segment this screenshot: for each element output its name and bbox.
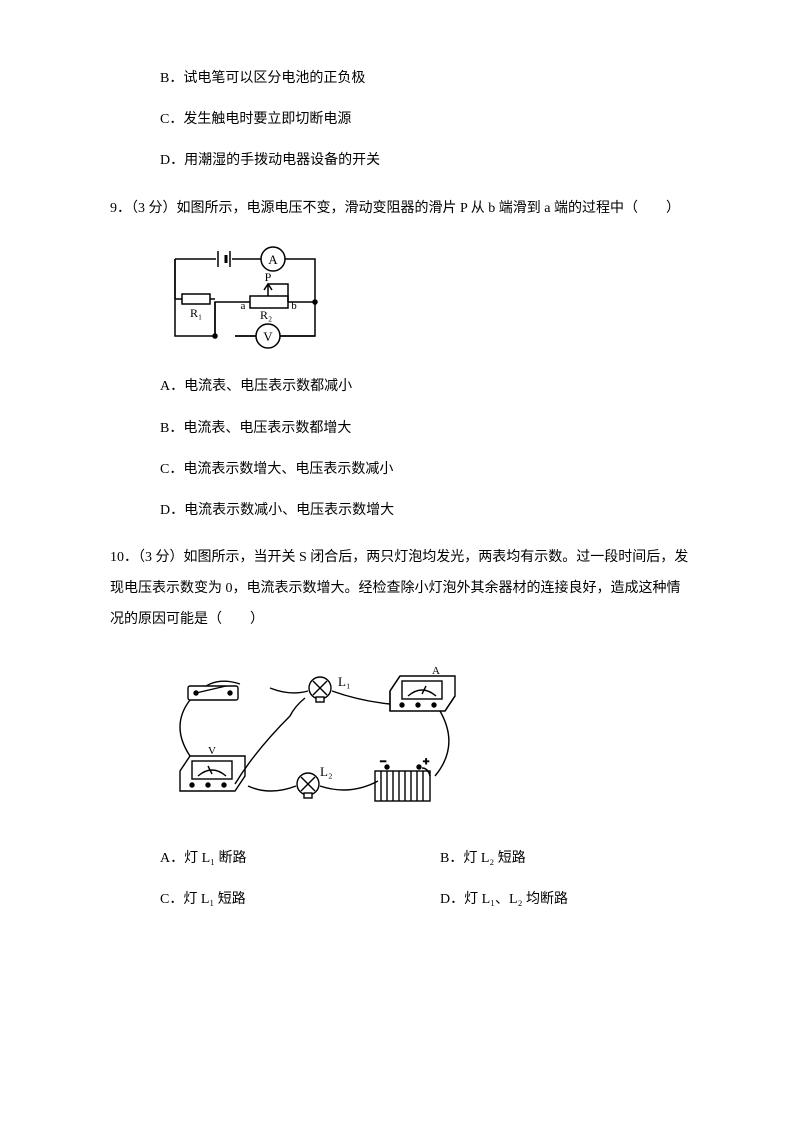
- q10-option-a: A．灯 L₁ 断路: [160, 846, 440, 871]
- svg-text:−: −: [380, 756, 386, 768]
- q10-option-b: B．灯 L₂ 短路: [440, 846, 526, 871]
- voltmeter-label: V: [263, 329, 273, 344]
- slider-p-label: P: [265, 270, 272, 284]
- r1-label: R₁: [190, 306, 202, 320]
- q8-option-b: B．试电笔可以区分电池的正负极: [160, 66, 694, 91]
- l2-label: L₂: [320, 764, 332, 779]
- l1-label: L₁: [338, 674, 350, 689]
- q10-circuit-diagram: − + L₁: [160, 656, 694, 826]
- q9-circuit-diagram: A V P a b R₁ R₂: [160, 244, 694, 354]
- q10-option-d: D．灯 L₁、L₂ 均断路: [440, 887, 568, 912]
- q9-option-b: B．电流表、电压表示数都增大: [160, 416, 694, 441]
- q10-option-c: C．灯 L₁ 短路: [160, 887, 440, 912]
- q8-option-c: C．发生触电时要立即切断电源: [160, 107, 694, 132]
- q9-option-d: D．电流表示数减小、电压表示数增大: [160, 498, 694, 523]
- q10-stem: 10．（3 分）如图所示，当开关 S 闭合后，两只灯泡均发光，两表均有示数。过一…: [110, 543, 694, 635]
- r2-label: R₂: [260, 308, 272, 322]
- q8-option-d: D．用潮湿的手拨动电器设备的开关: [160, 148, 694, 173]
- q10-options-row1: A．灯 L₁ 断路 B．灯 L₂ 短路: [160, 846, 694, 871]
- q9-option-c: C．电流表示数增大、电压表示数减小: [160, 457, 694, 482]
- svg-text:+: +: [423, 756, 429, 768]
- ammeter-label: A: [268, 252, 278, 267]
- q9-stem: 9．（3 分）如图所示，电源电压不变，滑动变阻器的滑片 P 从 b 端滑到 a …: [110, 194, 694, 225]
- ammeter-a-label: A: [432, 665, 440, 677]
- terminal-a-label: a: [241, 300, 246, 312]
- voltmeter-v-label: V: [208, 745, 216, 757]
- q9-option-a: A．电流表、电压表示数都减小: [160, 374, 694, 399]
- q10-options-row2: C．灯 L₁ 短路 D．灯 L₁、L₂ 均断路: [160, 887, 694, 912]
- terminal-b-label: b: [291, 300, 297, 312]
